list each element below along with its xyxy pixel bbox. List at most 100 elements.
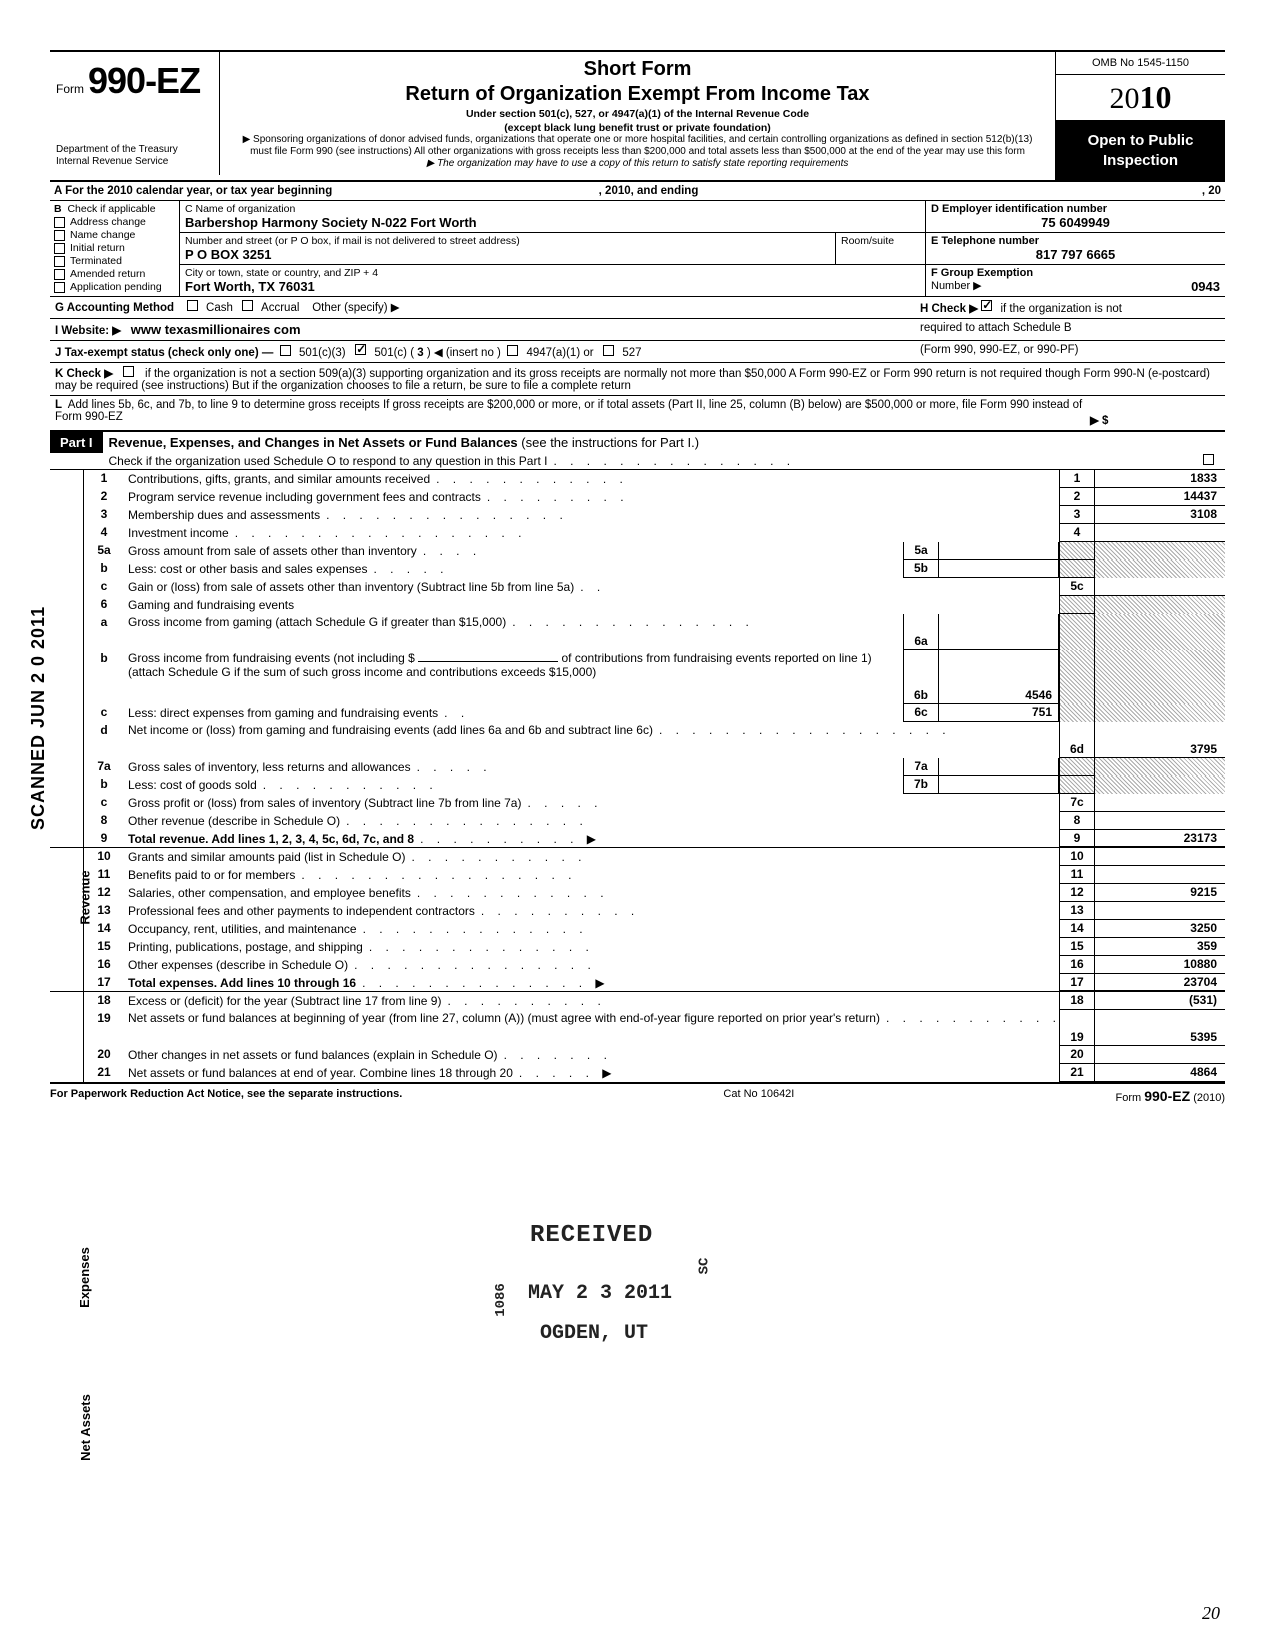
l6a-mval — [939, 614, 1059, 650]
l6-vshade — [1095, 596, 1225, 614]
i-value: www texasmillionaires com — [131, 322, 301, 337]
c-addr-label: Number and street (or P O box, if mail i… — [185, 235, 830, 247]
l5a-desc: Gross amount from sale of assets other t… — [128, 544, 417, 558]
l7b-mval — [939, 776, 1059, 794]
checkbox-address-change[interactable] — [54, 217, 65, 228]
short-form-label: Short Form — [234, 58, 1041, 81]
form-title-block: Short Form Return of Organization Exempt… — [220, 52, 1055, 176]
l5c-rnum: 5c — [1059, 578, 1095, 596]
l7a-vshade — [1095, 758, 1225, 776]
scanned-stamp: SCANNED JUN 2 0 2011 — [28, 606, 49, 830]
checkbox-accrual[interactable] — [242, 300, 253, 311]
l7a-desc: Gross sales of inventory, less returns a… — [128, 760, 411, 774]
line-7b: b Less: cost of goods sold. . . . . . . … — [50, 776, 1225, 794]
l15-desc: Printing, publications, postage, and shi… — [128, 940, 363, 954]
sub-line-1: Under section 501(c), 527, or 4947(a)(1)… — [234, 108, 1041, 120]
l6b-vshade — [1095, 650, 1225, 704]
checkbox-initial-return[interactable] — [54, 243, 65, 254]
l7b-desc: Less: cost of goods sold — [128, 778, 257, 792]
l8-num: 8 — [84, 812, 124, 830]
l16-num: 16 — [84, 956, 124, 974]
l8-desc: Other revenue (describe in Schedule O) — [128, 814, 340, 828]
footer-mid: Cat No 10642I — [723, 1088, 794, 1104]
l14-desc: Occupancy, rent, utilities, and maintena… — [128, 922, 357, 936]
checkbox-terminated[interactable] — [54, 256, 65, 267]
checkbox-501c[interactable] — [355, 344, 366, 355]
l16-val: 10880 — [1095, 956, 1225, 974]
l6b-rshade — [1059, 650, 1095, 704]
l6-desc: Gaming and fundraising events — [128, 598, 294, 612]
section-g-h: G Accounting Method Cash Accrual Other (… — [50, 296, 1225, 319]
checkbox-amended[interactable] — [54, 269, 65, 280]
j-c: 501(c) ( — [374, 347, 414, 359]
line-13: 13 Professional fees and other payments … — [50, 902, 1225, 920]
checkbox-name-change[interactable] — [54, 230, 65, 241]
g-accrual: Accrual — [261, 302, 299, 314]
room-suite-label: Room/suite — [835, 233, 925, 264]
l5b-mval — [939, 560, 1059, 578]
line-5a: 5a Gross amount from sale of assets othe… — [50, 542, 1225, 560]
j-c-num: 3 — [417, 347, 423, 359]
l20-rnum: 20 — [1059, 1046, 1095, 1064]
l21-num: 21 — [84, 1064, 124, 1082]
checkbox-pending[interactable] — [54, 282, 65, 293]
section-i: I Website: ▶ www texasmillionaires com r… — [50, 319, 1225, 341]
section-b: B Check if applicable Address change Nam… — [50, 201, 180, 296]
l6c-vshade — [1095, 704, 1225, 722]
open-line1: Open to Public — [1060, 131, 1221, 151]
l5b-mnum: 5b — [903, 560, 939, 578]
l6a-num: a — [84, 614, 124, 650]
part1-title-sub: (see the instructions for Part I.) — [521, 435, 699, 450]
l9-val: 23173 — [1095, 830, 1225, 847]
line-1: 1 Contributions, gifts, grants, and simi… — [50, 470, 1225, 488]
l18-desc: Excess or (deficit) for the year (Subtra… — [128, 994, 441, 1008]
l19-rnum: 19 — [1059, 1010, 1095, 1046]
i-label: I Website: ▶ — [55, 325, 121, 337]
main-title: Return of Organization Exempt From Incom… — [234, 83, 1041, 106]
part1-check-line: Check if the organization used Schedule … — [109, 454, 548, 468]
l6-rshade — [1059, 596, 1095, 614]
year-prefix: 20 — [1110, 82, 1140, 115]
line-9: 9 Total revenue. Add lines 1, 2, 3, 4, 5… — [50, 830, 1225, 848]
h-text: if the organization is not — [1000, 303, 1121, 315]
open-to-public: Open to Public Inspection — [1056, 121, 1225, 180]
l3-rnum: 3 — [1059, 506, 1095, 524]
j-527: 527 — [622, 347, 641, 359]
l15-num: 15 — [84, 938, 124, 956]
l19-num: 19 — [84, 1010, 124, 1046]
b-label: B — [54, 203, 62, 215]
checkbox-4947[interactable] — [507, 345, 518, 356]
line-8: 8 Other revenue (describe in Schedule O)… — [50, 812, 1225, 830]
line-21: 21 Net assets or fund balances at end of… — [50, 1064, 1225, 1082]
l20-val — [1095, 1046, 1225, 1064]
l6d-desc: Net income or (loss) from gaming and fun… — [128, 723, 653, 737]
l-arrow: ▶ $ — [1090, 399, 1220, 427]
part1-title: Revenue, Expenses, and Changes in Net As… — [109, 435, 518, 450]
checkbox-h[interactable] — [981, 300, 992, 311]
checkbox-schedule-o[interactable] — [1203, 454, 1214, 465]
l5c-desc: Gain or (loss) from sale of assets other… — [128, 580, 574, 594]
l7c-num: c — [84, 794, 124, 812]
l4-desc: Investment income — [128, 526, 229, 540]
l7a-mnum: 7a — [903, 758, 939, 776]
l19-desc: Net assets or fund balances at beginning… — [128, 1011, 880, 1025]
l4-rnum: 4 — [1059, 524, 1095, 542]
line-6: 6 Gaming and fundraising events — [50, 596, 1225, 614]
l9-desc: Total revenue. Add lines 1, 2, 3, 4, 5c,… — [128, 832, 414, 846]
checkbox-501c3[interactable] — [280, 345, 291, 356]
l5b-num: b — [84, 560, 124, 578]
l6a-desc: Gross income from gaming (attach Schedul… — [128, 615, 506, 629]
checkbox-k[interactable] — [123, 366, 134, 377]
checkbox-cash[interactable] — [187, 300, 198, 311]
l7c-val — [1095, 794, 1225, 812]
j-c3: 501(c)(3) — [299, 347, 346, 359]
part1-label: Part I — [50, 432, 103, 453]
l10-rnum: 10 — [1059, 848, 1095, 866]
stamp-date: MAY 2 3 2011 — [528, 1282, 672, 1305]
checkbox-527[interactable] — [603, 345, 614, 356]
l5a-mval — [939, 542, 1059, 560]
l11-val — [1095, 866, 1225, 884]
l5c-num: c — [84, 578, 124, 596]
l8-rnum: 8 — [1059, 812, 1095, 830]
stamp-ogden: OGDEN, UT — [540, 1322, 648, 1345]
